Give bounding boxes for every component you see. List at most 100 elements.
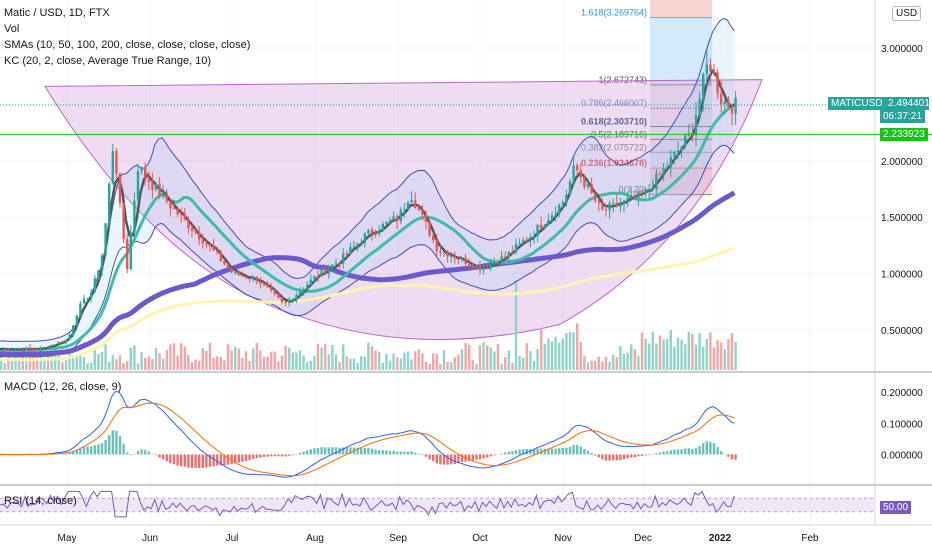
macd-histogram-bar	[540, 448, 543, 455]
candle-body	[619, 204, 622, 207]
volume-bar	[475, 363, 478, 370]
volume-bar	[198, 361, 201, 370]
candle-body	[320, 269, 323, 277]
macd-histogram-bar	[637, 454, 640, 457]
volume-bar	[18, 358, 21, 370]
candle-body	[10, 349, 14, 351]
candle-body	[154, 183, 158, 190]
macd-histogram-bar	[601, 454, 604, 460]
volume-bar	[648, 343, 651, 370]
volume-bar	[457, 354, 460, 370]
volume-bar	[716, 340, 719, 370]
macd-histogram-bar	[349, 447, 352, 455]
fib-level-label: 1(2.672743)	[598, 75, 647, 85]
candle-body	[450, 255, 453, 257]
volume-bar	[522, 357, 525, 370]
macd-histogram-bar	[331, 447, 334, 455]
volume-bar	[64, 360, 68, 370]
volume-bar	[435, 353, 438, 370]
macd-histogram-bar	[608, 454, 611, 461]
macd-histogram-bar	[644, 454, 647, 456]
volume-bar	[345, 356, 348, 370]
macd-histogram-bar	[342, 447, 345, 455]
macd-histogram-bar	[727, 454, 730, 457]
macd-histogram-bar	[525, 449, 528, 455]
volume-bar	[558, 342, 561, 370]
time-tick-label: 2022	[709, 533, 732, 544]
macd-histogram-bar	[453, 454, 456, 464]
candle-body	[46, 347, 50, 349]
time-tick-label: Jul	[226, 533, 239, 544]
candle-body	[93, 278, 96, 293]
macd-histogram-bar	[720, 451, 723, 455]
macd-histogram-bar	[136, 450, 140, 455]
volume-bar	[226, 343, 230, 370]
candle-body	[111, 151, 114, 184]
volume-bar	[320, 347, 323, 370]
volume-bar	[604, 356, 608, 370]
candle-body	[147, 177, 150, 183]
time-tick-label: Nov	[554, 533, 572, 544]
macd-histogram-bar	[327, 447, 330, 455]
candle-body	[237, 271, 240, 276]
volume-bar	[0, 352, 3, 370]
candle-body	[572, 165, 575, 182]
macd-histogram-bar	[730, 454, 734, 460]
macd-histogram-bar	[597, 454, 600, 458]
volume-bar	[662, 339, 665, 370]
volume-bar	[702, 346, 705, 370]
macd-histogram-bar	[676, 449, 680, 455]
candle-body	[486, 267, 489, 269]
macd-histogram-bar	[424, 454, 428, 457]
sma-lines	[0, 69, 736, 362]
volume-bar	[547, 338, 550, 370]
candle-body	[345, 253, 348, 255]
macd-histogram-bar	[165, 454, 168, 462]
volume-bar	[406, 351, 410, 370]
currency-button[interactable]: USD	[892, 6, 922, 21]
volume-bar	[25, 357, 28, 370]
price-tick-label: 0.500000	[881, 326, 923, 337]
candle-body	[536, 224, 539, 237]
volume-bar	[496, 343, 500, 370]
volume-bar	[262, 356, 266, 370]
volume-bar	[316, 343, 320, 370]
time-tick-label: Aug	[306, 533, 324, 544]
candle-body	[529, 236, 532, 241]
macd-histogram-bar	[313, 448, 316, 455]
candle-body	[273, 290, 276, 294]
macd-histogram-bar	[345, 447, 348, 455]
macd-histogram-bar	[90, 446, 93, 455]
macd-histogram-bar	[626, 454, 629, 459]
candle-body	[266, 284, 269, 288]
candle-body	[68, 334, 71, 340]
macd-histogram-bar	[507, 451, 510, 455]
macd-histogram-bar	[234, 454, 237, 464]
volume-bar	[223, 360, 226, 370]
candle-body	[576, 165, 579, 171]
volume-bar	[489, 347, 492, 370]
signal-line	[0, 402, 735, 477]
macd-histogram-bar	[428, 454, 431, 460]
macd-histogram-bar	[590, 452, 593, 455]
candle-body	[374, 233, 377, 235]
time-axis: May Jun Jul Aug Sep Oct Nov Dec 2022 Feb	[58, 533, 820, 544]
macd-histogram-bar	[381, 450, 384, 455]
volume-bar	[687, 331, 690, 370]
volume-bar	[291, 352, 294, 370]
macd-histogram-bar	[61, 453, 64, 455]
candle-body	[601, 202, 604, 210]
volume-bar	[669, 329, 672, 370]
macd-histogram-bar	[583, 448, 586, 455]
volume-bar	[349, 358, 352, 370]
price-tick-label: 1.000000	[881, 270, 923, 281]
candle-body	[655, 173, 658, 189]
volume-bar	[360, 356, 363, 370]
candle-body	[496, 262, 500, 264]
volume-bar	[568, 332, 572, 370]
candle-body	[57, 341, 60, 345]
macd-histogram-bar	[396, 451, 399, 455]
time-tick-label: Dec	[634, 533, 652, 544]
volume-bar	[219, 356, 222, 370]
